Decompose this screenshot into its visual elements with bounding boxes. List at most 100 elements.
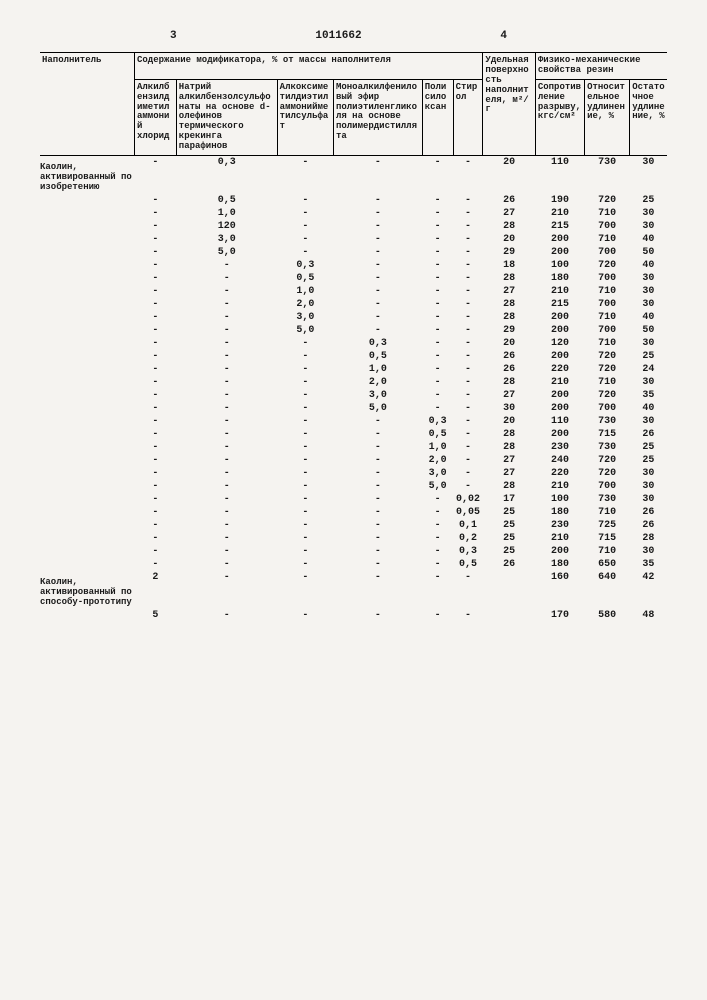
table-cell: - bbox=[277, 558, 333, 571]
table-cell: - bbox=[135, 298, 177, 311]
table-cell: 240 bbox=[535, 454, 584, 467]
table-cell: 200 bbox=[535, 545, 584, 558]
table-cell: 48 bbox=[630, 609, 667, 622]
row-label bbox=[40, 545, 135, 558]
table-cell: - bbox=[422, 324, 453, 337]
row-label bbox=[40, 311, 135, 324]
table-cell: 28 bbox=[630, 532, 667, 545]
row-label bbox=[40, 259, 135, 272]
table-cell: 710 bbox=[585, 285, 630, 298]
table-cell: - bbox=[453, 259, 483, 272]
table-cell: - bbox=[333, 207, 422, 220]
table-cell: - bbox=[453, 324, 483, 337]
table-cell: 26 bbox=[630, 506, 667, 519]
table-cell: - bbox=[277, 415, 333, 428]
table-cell: 28 bbox=[483, 272, 535, 285]
table-head: Наполнитель Содержание модификатора, % о… bbox=[40, 53, 667, 156]
table-row: Каолин, активированный по изобретению-0,… bbox=[40, 156, 667, 195]
table-cell: 180 bbox=[535, 558, 584, 571]
table-cell: - bbox=[333, 415, 422, 428]
table-cell: - bbox=[135, 493, 177, 506]
table-cell: - bbox=[277, 402, 333, 415]
col-prop-2: Остаточное удлинение, % bbox=[630, 79, 667, 155]
table-cell: 180 bbox=[535, 272, 584, 285]
table-cell: 1,0 bbox=[176, 207, 277, 220]
table-cell: - bbox=[277, 545, 333, 558]
table-cell: 40 bbox=[630, 233, 667, 246]
row-label bbox=[40, 558, 135, 571]
table-cell: - bbox=[422, 402, 453, 415]
table-cell: 30 bbox=[630, 480, 667, 493]
table-cell: - bbox=[135, 389, 177, 402]
table-cell: - bbox=[422, 389, 453, 402]
table-cell bbox=[483, 609, 535, 622]
table-cell: - bbox=[135, 207, 177, 220]
table-cell: - bbox=[333, 519, 422, 532]
table-cell: - bbox=[135, 402, 177, 415]
table-cell: - bbox=[422, 337, 453, 350]
table-cell: - bbox=[422, 311, 453, 324]
table-cell: 190 bbox=[535, 194, 584, 207]
table-cell: 710 bbox=[585, 311, 630, 324]
table-cell: 26 bbox=[483, 194, 535, 207]
table-cell: - bbox=[453, 441, 483, 454]
table-cell: - bbox=[176, 363, 277, 376]
table-row: -0,5----2619072025 bbox=[40, 194, 667, 207]
table-cell: 580 bbox=[585, 609, 630, 622]
table-cell: - bbox=[422, 156, 453, 195]
table-cell: 35 bbox=[630, 558, 667, 571]
table-cell: - bbox=[277, 194, 333, 207]
col-mod-0: Алкилбензилдиметиламмоний хлорид bbox=[135, 79, 177, 155]
table-cell: 100 bbox=[535, 493, 584, 506]
table-cell: - bbox=[135, 233, 177, 246]
table-cell: 17 bbox=[483, 493, 535, 506]
table-cell: - bbox=[176, 609, 277, 622]
table-cell: - bbox=[135, 545, 177, 558]
table-cell: 170 bbox=[535, 609, 584, 622]
table-cell: - bbox=[277, 363, 333, 376]
table-cell: 18 bbox=[483, 259, 535, 272]
table-cell: - bbox=[176, 389, 277, 402]
table-cell: - bbox=[277, 480, 333, 493]
table-cell: 30 bbox=[630, 337, 667, 350]
table-row: Каолин, активированный по способу-протот… bbox=[40, 571, 667, 609]
table-cell: - bbox=[333, 272, 422, 285]
table-cell: - bbox=[333, 194, 422, 207]
table-cell: 30 bbox=[630, 467, 667, 480]
table-cell: - bbox=[277, 454, 333, 467]
table-cell: 5,0 bbox=[277, 324, 333, 337]
row-label bbox=[40, 493, 135, 506]
table-cell: 0,05 bbox=[453, 506, 483, 519]
table-cell: - bbox=[277, 389, 333, 402]
table-row: --0,3---1810072040 bbox=[40, 259, 667, 272]
table-cell: 27 bbox=[483, 285, 535, 298]
row-label bbox=[40, 480, 135, 493]
table-cell: - bbox=[422, 558, 453, 571]
table-cell: - bbox=[176, 545, 277, 558]
page-header: 3 1011662 4 bbox=[40, 30, 667, 52]
table-cell: 30 bbox=[630, 493, 667, 506]
table-cell: - bbox=[135, 415, 177, 428]
table-cell: 700 bbox=[585, 298, 630, 311]
table-cell: 28 bbox=[483, 428, 535, 441]
table-cell: 25 bbox=[630, 350, 667, 363]
table-cell: 26 bbox=[630, 519, 667, 532]
table-cell: 715 bbox=[585, 428, 630, 441]
table-cell: 25 bbox=[483, 519, 535, 532]
table-cell: - bbox=[422, 545, 453, 558]
table-cell: - bbox=[277, 156, 333, 195]
table-cell: - bbox=[333, 467, 422, 480]
table-cell: - bbox=[422, 194, 453, 207]
table-row: --5,0---2920070050 bbox=[40, 324, 667, 337]
col-filler: Наполнитель bbox=[40, 53, 135, 156]
table-cell: 120 bbox=[176, 220, 277, 233]
table-cell: 640 bbox=[585, 571, 630, 609]
table-cell: - bbox=[333, 480, 422, 493]
table-cell: 30 bbox=[630, 156, 667, 195]
table-row: -----0,12523072526 bbox=[40, 519, 667, 532]
table-row: ---1,0--2622072024 bbox=[40, 363, 667, 376]
table-cell: - bbox=[422, 376, 453, 389]
row-label bbox=[40, 402, 135, 415]
table-cell: - bbox=[135, 532, 177, 545]
table-cell: 650 bbox=[585, 558, 630, 571]
